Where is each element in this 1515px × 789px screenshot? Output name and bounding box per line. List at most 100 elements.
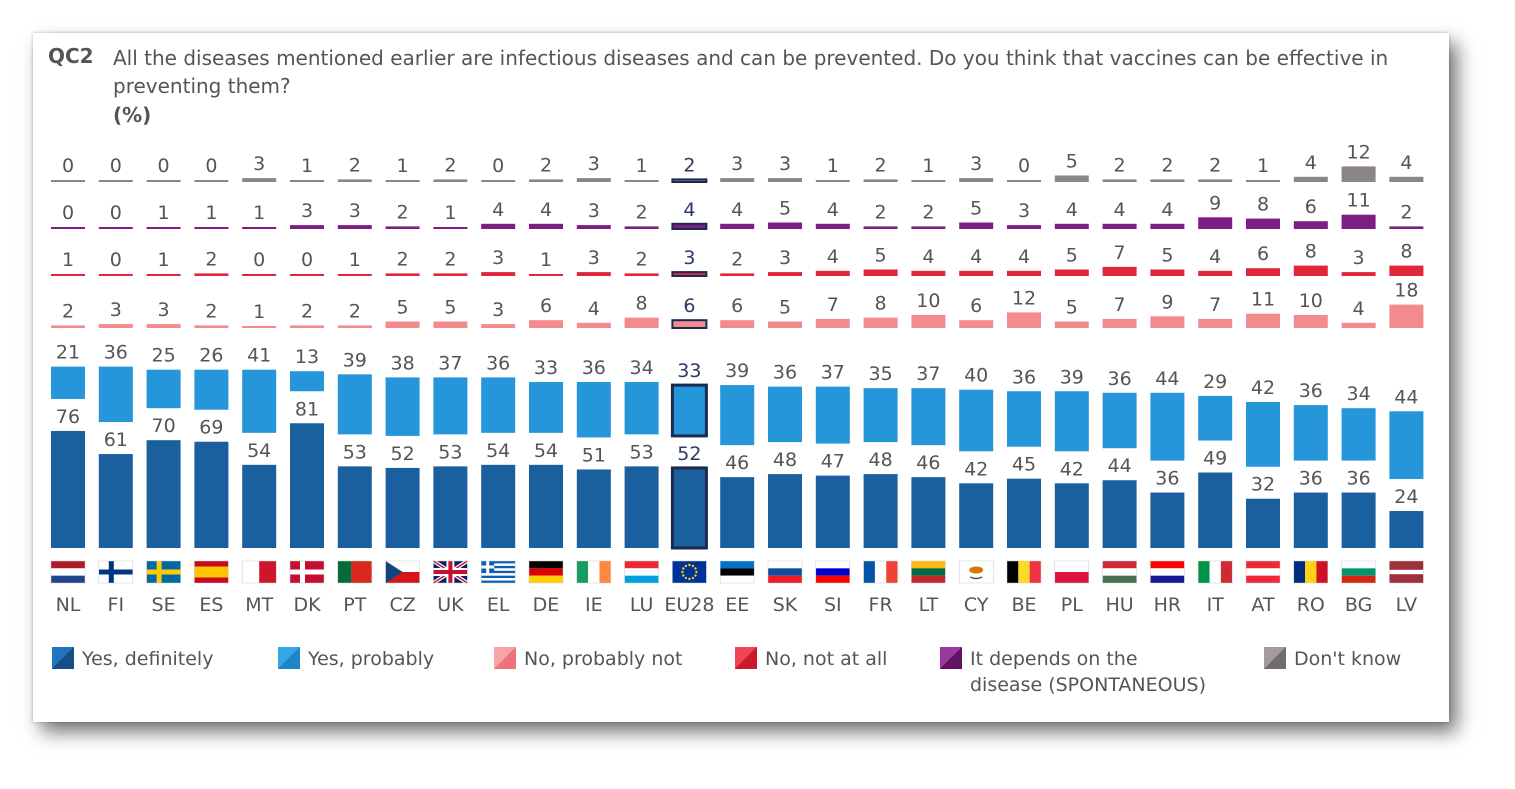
data-label-yes-probably: 42 [1251, 377, 1275, 399]
data-label-yes-definitely: 69 [199, 417, 223, 439]
bar-segment-4 [529, 223, 563, 229]
data-label-segment-3: 2 [444, 248, 456, 270]
data-label-segment-2: 2 [62, 300, 74, 322]
data-label-yes-probably: 36 [1299, 380, 1323, 402]
hr-flag-icon [1150, 560, 1185, 584]
data-label-segment-2: 6 [540, 295, 552, 317]
data-label-yes-definitely: 52 [677, 443, 701, 465]
bar-segment-4 [98, 227, 133, 229]
data-label-yes-probably: 34 [630, 357, 654, 379]
data-label-yes-probably: 41 [247, 345, 271, 367]
category-label: HR [1154, 594, 1182, 616]
bar-yes-definitely [337, 466, 372, 548]
bar-yes-definitely [433, 466, 468, 548]
data-label-yes-probably: 36 [773, 362, 797, 384]
data-label-segment-2: 5 [397, 297, 409, 319]
category-label: SK [773, 594, 798, 616]
data-label-segment-3: 4 [970, 246, 982, 268]
pt-flag-icon [337, 560, 373, 584]
data-label-segment-5: 3 [253, 153, 265, 175]
legend-item-dont-know: Don't know [1264, 646, 1401, 672]
data-label-segment-2: 7 [1114, 294, 1126, 316]
legend-label-line2: disease (SPONTANEOUS) [970, 674, 1206, 696]
bar-segment-4 [911, 226, 946, 229]
bar-segment-3 [959, 270, 994, 276]
category-label: FI [108, 594, 125, 616]
bar-segment-5 [1293, 176, 1328, 182]
data-label-yes-probably: 36 [1012, 366, 1036, 388]
bar-yes-definitely [670, 466, 708, 550]
bar-segment-5 [720, 178, 755, 182]
data-label-segment-4: 4 [540, 199, 552, 221]
bar-yes-probably [720, 385, 755, 446]
bar-yes-probably [98, 366, 133, 423]
bar-segment-2 [385, 321, 420, 328]
bar-segment-5 [815, 180, 850, 182]
data-label-yes-definitely: 36 [1155, 468, 1179, 490]
data-label-segment-2: 7 [827, 294, 839, 316]
data-label-segment-3: 4 [1209, 246, 1221, 268]
bar-segment-3 [98, 274, 133, 276]
data-label-segment-4: 1 [205, 202, 217, 224]
mt-flag-icon [241, 560, 277, 584]
bar-yes-definitely [768, 474, 802, 548]
data-label-yes-definitely: 53 [343, 441, 367, 463]
bar-yes-definitely [720, 477, 755, 548]
lu-flag-icon [624, 560, 659, 584]
category-label: BG [1345, 594, 1372, 616]
bar-yes-definitely [51, 430, 85, 548]
data-label-segment-4: 4 [683, 199, 695, 221]
data-label-segment-3: 3 [779, 247, 791, 269]
bar-segment-3 [1150, 269, 1185, 276]
data-label-yes-probably: 36 [104, 342, 128, 364]
data-label-segment-4: 4 [1066, 199, 1078, 221]
bar-segment-3 [768, 272, 802, 276]
data-label-yes-probably: 40 [964, 365, 988, 387]
bar-segment-5 [1007, 180, 1041, 182]
bar-segment-2 [768, 321, 802, 328]
bar-segment-2 [576, 322, 611, 328]
bar-yes-probably [1389, 411, 1424, 480]
data-label-segment-3: 1 [158, 249, 170, 271]
bar-segment-4 [959, 222, 994, 229]
category-label: SI [824, 594, 842, 616]
bar-segment-5 [1341, 166, 1376, 182]
category-label: IT [1207, 594, 1225, 616]
data-label-yes-definitely: 46 [916, 452, 940, 474]
bar-yes-probably [529, 382, 563, 433]
category-label: EL [487, 594, 510, 616]
lt-flag-icon [911, 560, 946, 584]
legend-label-line1: It depends on the [970, 648, 1138, 670]
bar-segment-3 [1341, 272, 1376, 276]
data-label-yes-probably: 13 [295, 346, 319, 368]
bar-segment-3 [815, 270, 850, 276]
category-label: LV [1396, 594, 1418, 616]
bar-yes-probably [1246, 402, 1280, 467]
data-label-segment-3: 3 [492, 247, 504, 269]
data-label-yes-definitely: 36 [1299, 468, 1323, 490]
bar-segment-5 [242, 178, 277, 182]
data-label-segment-2: 6 [731, 295, 743, 317]
at-flag-icon [1245, 560, 1281, 584]
legend-item-yes-probably: Yes, probably [278, 646, 434, 672]
bar-segment-2 [51, 325, 85, 328]
data-label-segment-3: 0 [110, 249, 122, 271]
bar-segment-2 [337, 325, 372, 328]
bar-segment-5 [576, 178, 611, 182]
bar-segment-2 [1246, 313, 1280, 328]
data-label-yes-probably: 36 [486, 352, 510, 374]
legend-swatch [494, 647, 516, 669]
bar-segment-4 [863, 226, 898, 229]
data-label-segment-3: 4 [922, 246, 934, 268]
bar-segment-3 [1389, 265, 1424, 276]
data-label-segment-2: 1 [253, 301, 265, 323]
cz-flag-icon [385, 560, 420, 584]
unit-label: (%) [113, 103, 152, 127]
category-label: CZ [389, 594, 415, 616]
category-label: MT [245, 594, 273, 616]
data-label-yes-probably: 37 [438, 352, 462, 374]
data-label-yes-probably: 37 [916, 363, 940, 385]
data-label-segment-3: 4 [827, 246, 839, 268]
bar-yes-probably [146, 369, 181, 409]
bar-segment-4 [1102, 223, 1137, 229]
